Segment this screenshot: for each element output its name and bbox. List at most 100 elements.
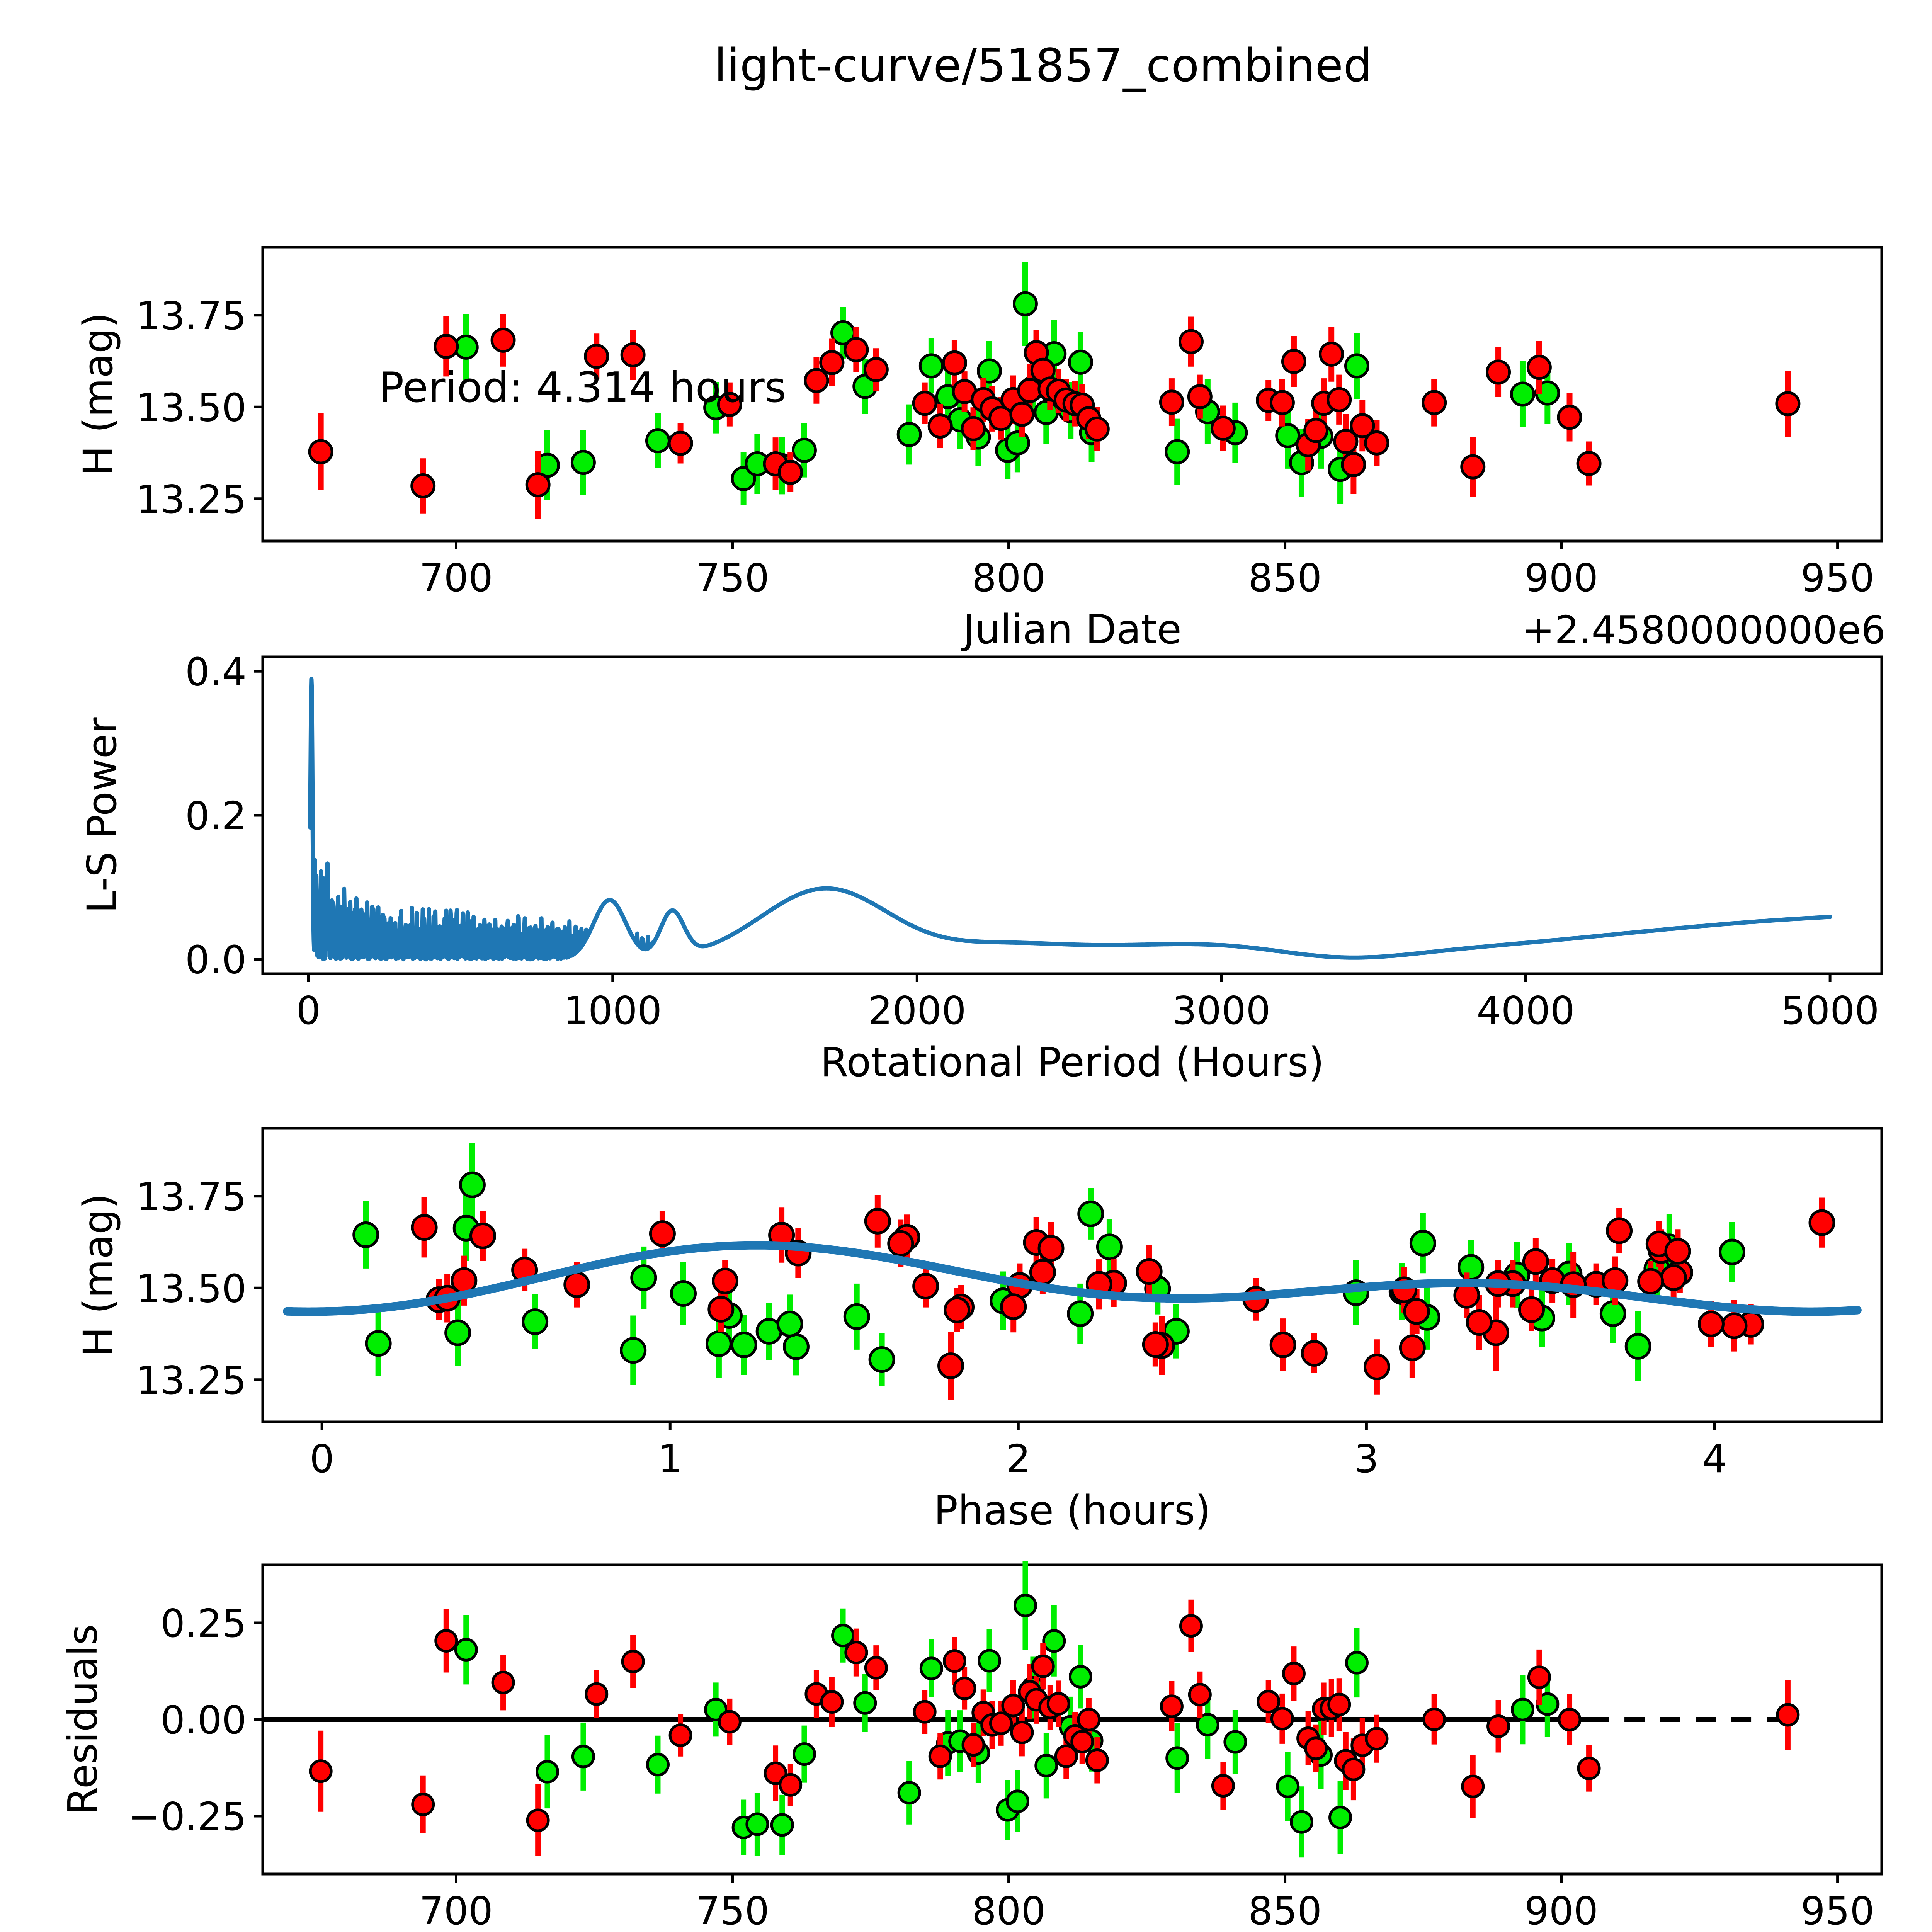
data-point	[1327, 387, 1352, 412]
y-axis-label: L-S Power	[78, 717, 126, 913]
y-tick-label: 13.50	[136, 1266, 247, 1311]
data-point	[1364, 430, 1389, 456]
data-point	[1409, 1230, 1436, 1257]
data-point	[1269, 390, 1295, 415]
data-point	[1399, 1334, 1426, 1361]
data-point	[1034, 1753, 1058, 1777]
data-point	[645, 428, 670, 454]
data-point	[1365, 1727, 1389, 1751]
data-point	[1096, 1233, 1123, 1260]
data-point	[1466, 1309, 1493, 1336]
x-axis-label: Rotational Period (Hours)	[820, 1039, 1324, 1086]
x-tick-label: 4000	[1476, 988, 1575, 1033]
data-point	[459, 1171, 486, 1198]
data-point	[411, 1214, 438, 1241]
data-point	[912, 391, 937, 416]
panel-periodogram: 0 1000 2000 3000 4000 5000 0.0 0.2 0.4 Rotational…	[0, 641, 1932, 1086]
data-point	[1012, 291, 1038, 316]
data-point	[434, 334, 459, 359]
x-tick-label: 1	[658, 1436, 682, 1481]
data-point	[1210, 415, 1236, 441]
x-tick-label: 700	[419, 1888, 493, 1932]
data-point	[864, 1656, 888, 1680]
data-point	[1046, 1692, 1070, 1716]
data-point	[1664, 1238, 1691, 1265]
x-tick-label: 2	[1006, 1436, 1031, 1481]
data-point	[620, 1337, 647, 1364]
data-point	[1000, 1293, 1027, 1320]
data-point	[584, 344, 609, 369]
data-point	[820, 1690, 844, 1714]
data-point	[778, 459, 803, 485]
x-tick-label: 800	[972, 1888, 1046, 1932]
data-point	[1085, 1748, 1109, 1772]
y-axis-label: Residuals	[59, 1624, 106, 1815]
data-point	[1029, 1259, 1056, 1286]
data-point	[1522, 1248, 1549, 1275]
data-point	[1577, 1757, 1601, 1781]
data-point	[1070, 1730, 1094, 1753]
data-point	[770, 1813, 794, 1837]
x-axis-label: Phase (hours)	[934, 1487, 1211, 1534]
x-tick-label: 700	[419, 555, 493, 600]
data-point	[563, 1271, 590, 1298]
x-tick-label: 900	[1524, 1888, 1598, 1932]
data-point	[1282, 1662, 1306, 1685]
data-point	[730, 1332, 757, 1358]
data-point	[961, 416, 986, 441]
data-point	[1142, 1331, 1169, 1358]
data-point	[490, 327, 516, 353]
data-point	[1510, 381, 1535, 407]
data-point	[1341, 452, 1366, 477]
data-point	[1034, 400, 1059, 425]
data-point	[434, 1629, 458, 1653]
data-point	[308, 439, 333, 464]
data-point	[1211, 1774, 1235, 1798]
data-point	[410, 473, 436, 498]
periodogram-line	[308, 677, 1832, 962]
data-point	[705, 1330, 732, 1357]
data-point	[620, 342, 646, 367]
data-point	[863, 357, 889, 382]
data-point	[1042, 1629, 1066, 1653]
y-tick-label: 13.25	[136, 1358, 247, 1403]
x-tick-label: 950	[1801, 555, 1874, 600]
period-annotation: Period: 4.314 hours	[379, 364, 786, 412]
data-point	[1188, 1683, 1212, 1707]
data-point	[718, 1710, 742, 1734]
data-point	[1001, 1694, 1025, 1718]
data-point	[779, 1773, 803, 1797]
data-point	[571, 1745, 595, 1769]
data-point	[1009, 401, 1035, 427]
data-point	[1179, 1614, 1203, 1638]
data-point	[1719, 1238, 1746, 1265]
data-point	[989, 1711, 1013, 1735]
data-point	[1165, 439, 1190, 464]
data-point	[585, 1682, 609, 1706]
data-point	[525, 472, 551, 498]
data-point	[535, 1760, 559, 1784]
x-tick-label: 4	[1702, 1436, 1727, 1481]
data-point	[792, 1742, 816, 1766]
data-point	[411, 1793, 435, 1816]
data-point	[1017, 378, 1043, 403]
data-point	[1187, 384, 1213, 410]
data-point	[1599, 1300, 1626, 1327]
data-point	[919, 1656, 943, 1680]
data-point	[976, 358, 1002, 384]
data-point	[352, 1221, 379, 1248]
data-point	[668, 430, 693, 456]
data-point	[1558, 1708, 1582, 1731]
data-point	[1223, 1730, 1247, 1754]
data-point	[1776, 1703, 1800, 1727]
data-point	[1697, 1310, 1725, 1337]
x-tick-label: 2000	[868, 988, 966, 1033]
data-point	[887, 1230, 914, 1257]
data-point	[1363, 1354, 1390, 1380]
data-series-ff0000	[309, 1599, 1800, 1856]
data-point	[1269, 1332, 1296, 1358]
y-tick-label: 0.2	[185, 793, 247, 838]
data-point	[469, 1222, 496, 1249]
data-point	[1304, 1736, 1328, 1760]
data-point	[1576, 451, 1602, 476]
